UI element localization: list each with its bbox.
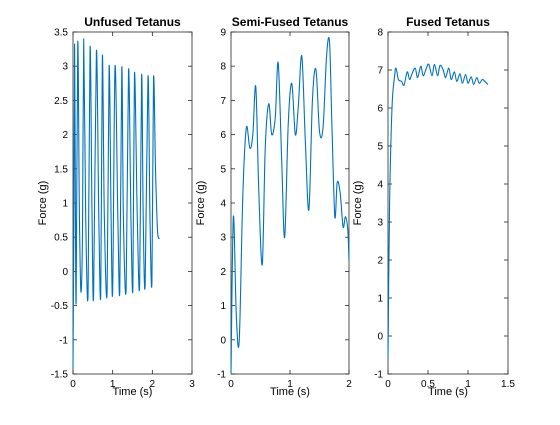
y-axis-label: Force (g)	[37, 181, 49, 226]
x-tick-label: 0	[385, 379, 391, 390]
chart-title: Fused Tetanus	[406, 15, 490, 29]
x-tick-label: 0	[228, 379, 234, 390]
y-tick-label: 7	[377, 66, 383, 77]
force-line	[72, 38, 161, 368]
y-tick-label: -0.5	[51, 301, 69, 312]
y-tick-label: 7	[220, 96, 226, 107]
chart-title: Semi-Fused Tetanus	[232, 15, 349, 29]
y-tick-label: -1	[217, 370, 226, 381]
force-line	[230, 37, 350, 375]
y-axis-label: Force (g)	[352, 181, 364, 226]
y-tick-label: 6	[377, 104, 383, 115]
y-tick-label: 0	[62, 267, 68, 278]
y-tick-label: -1	[59, 335, 68, 346]
force-line	[387, 63, 489, 359]
x-tick-label: 1.5	[501, 379, 515, 390]
x-tick-label: 2	[346, 379, 352, 390]
x-tick-label: 2	[150, 379, 156, 390]
y-tick-label: 3.5	[54, 28, 68, 39]
axes-box	[72, 31, 193, 375]
chart-title: Unfused Tetanus	[84, 15, 181, 29]
y-tick-label: 6	[220, 130, 226, 141]
y-tick-label: 9	[220, 28, 226, 39]
y-tick-label: 2.5	[54, 96, 68, 107]
x-axis-label: Time (s)	[428, 386, 468, 398]
y-tick-label: 1	[377, 294, 383, 305]
y-tick-label: 4	[220, 199, 226, 210]
y-tick-label: 3	[377, 218, 383, 229]
axes-box	[387, 31, 509, 375]
y-tick-label: 5	[377, 142, 383, 153]
x-axis-label: Time (s)	[113, 386, 153, 398]
chart-panel-1: 0 1 2 3 -1.5 -1 -0.5 0 0.5 1 1.5 2 2.5 3 3.5 Unfused Te…	[37, 15, 195, 398]
x-tick-label: 1	[287, 379, 293, 390]
x-tick-label: 0.5	[421, 379, 435, 390]
y-axis-label: Force (g)	[195, 181, 207, 226]
x-tick-label: 1	[110, 379, 116, 390]
y-tick-label: 8	[377, 28, 383, 39]
y-tick-label: 0	[220, 335, 226, 346]
y-tick-label: 1	[62, 199, 68, 210]
x-tick-label: 0	[70, 379, 76, 390]
x-axis-label: Time (s)	[270, 386, 310, 398]
y-tick-label: 1	[220, 301, 226, 312]
x-tick-label: 3	[189, 379, 195, 390]
y-tick-label: -1.5	[51, 370, 69, 381]
y-tick-label: 2	[377, 256, 383, 267]
y-tick-label: 2	[62, 130, 68, 141]
y-tick-label: 4	[377, 180, 383, 191]
y-tick-label: 8	[220, 62, 226, 73]
y-tick-label: -1	[374, 370, 383, 381]
y-tick-label: 3	[220, 233, 226, 244]
y-tick-label: 2	[220, 267, 226, 278]
y-tick-label: 1.5	[54, 164, 68, 175]
y-tick-label: 3	[62, 62, 68, 73]
y-tick-label: 5	[220, 164, 226, 175]
y-tick-label: 0.5	[54, 233, 68, 244]
y-tick-label: 0	[377, 332, 383, 343]
x-tick-label: 1	[465, 379, 471, 390]
